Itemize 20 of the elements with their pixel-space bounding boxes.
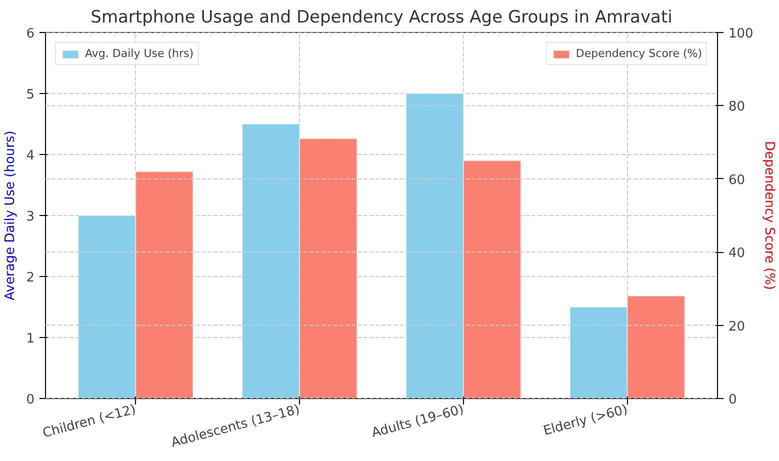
y-tick-label: 1 (26, 332, 35, 346)
y-tick-label: 6 (26, 26, 35, 42)
chart-title: Smartphone Usage and Dependency Across Age Groups in Amravati (90, 8, 672, 28)
y2-tick-label: 40 (728, 246, 746, 262)
y2-axis-title: Dependency Score (%) (761, 141, 776, 290)
y2-tick-label: 80 (728, 100, 746, 115)
y-tick-label: 5 (26, 88, 35, 102)
y2-tick-label: 0 (728, 392, 737, 408)
x-tick-label: Elderly (>60) (542, 402, 630, 439)
y-tick-label: 2 (26, 270, 35, 286)
y2-tick-label: 20 (728, 319, 746, 334)
y2-tick-label: 60 (728, 172, 746, 188)
y-tick-label: 3 (26, 210, 35, 224)
y-tick-label: 4 (26, 148, 35, 164)
legend-label: Dependency Score (%) (576, 47, 702, 60)
y2-tick-label: 100 (728, 26, 754, 42)
legend-label: Avg. Daily Use (hrs) (85, 47, 194, 60)
y-axis-title: Average Daily Use (hours) (3, 130, 18, 300)
y-tick-label: 0 (26, 392, 35, 408)
x-tick-label: Children (<12) (41, 402, 138, 442)
